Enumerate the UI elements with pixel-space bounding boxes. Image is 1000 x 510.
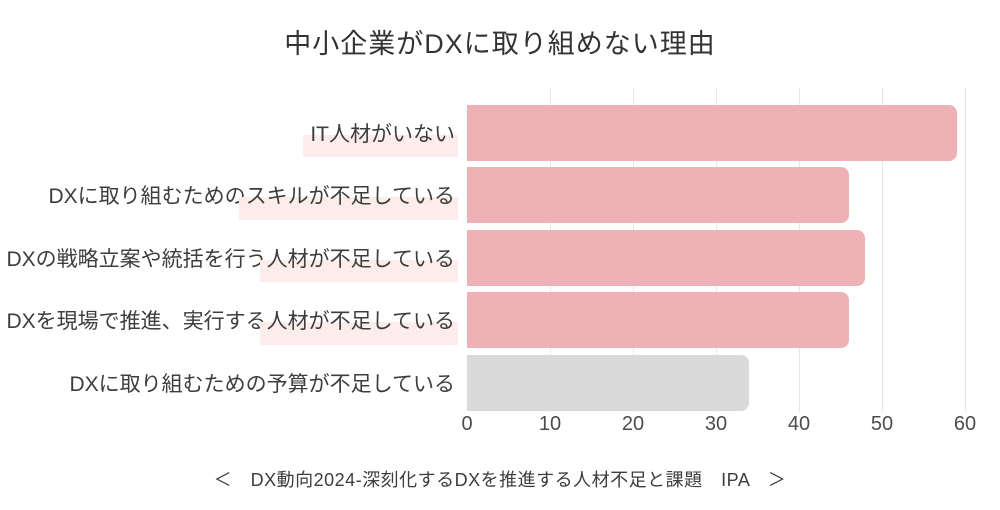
source-caption: ＜ DX動向2024-深刻化するDXを推進する人材不足と課題 IPA ＞ [213,470,787,490]
x-tick-label: 60 [953,413,977,435]
gridline [965,88,966,412]
label-text: DXに取り組むための [48,185,246,209]
label-highlight: 人材が不足している [259,243,459,283]
x-tick-label: 30 [704,413,728,435]
category-label: DXに取り組むための スキルが不足している [0,167,459,223]
label-highlight: IT人材がいない [303,118,458,158]
category-label: IT人材がいない [0,105,458,161]
label-text: DXの戦略立案や統括を行う [6,247,267,271]
category-label: DXの戦略立案や統括を行う 人材が不足している [0,230,459,286]
bar-4 [467,292,849,349]
chart-title: 中小企業がDXに取り組めない理由 [284,29,716,59]
category-label: DXを現場で推進、実行する 人材が不足している [0,292,459,348]
plot-area [467,88,985,412]
gridline [882,88,883,412]
label-highlight: スキルが不足している [238,180,459,220]
label-highlight: 人材が不足している [259,305,459,345]
x-tick-label: 40 [787,413,811,435]
category-label: DXに取り組むための予算が不足している [0,355,455,411]
x-tick-label: 0 [461,413,473,435]
label-text: DXに取り組むための予算が不足している [69,372,455,396]
x-tick-label: 20 [621,413,645,435]
bar-3 [467,229,866,286]
x-tick-label: 10 [538,413,562,435]
bar-1 [467,105,957,161]
x-axis: 0 10 20 30 40 50 60 [461,413,985,441]
label-text: DXを現場で推進、実行する [6,310,267,334]
bar-2 [467,167,849,224]
bar-5 [467,354,750,411]
x-tick-label: 50 [870,413,894,435]
